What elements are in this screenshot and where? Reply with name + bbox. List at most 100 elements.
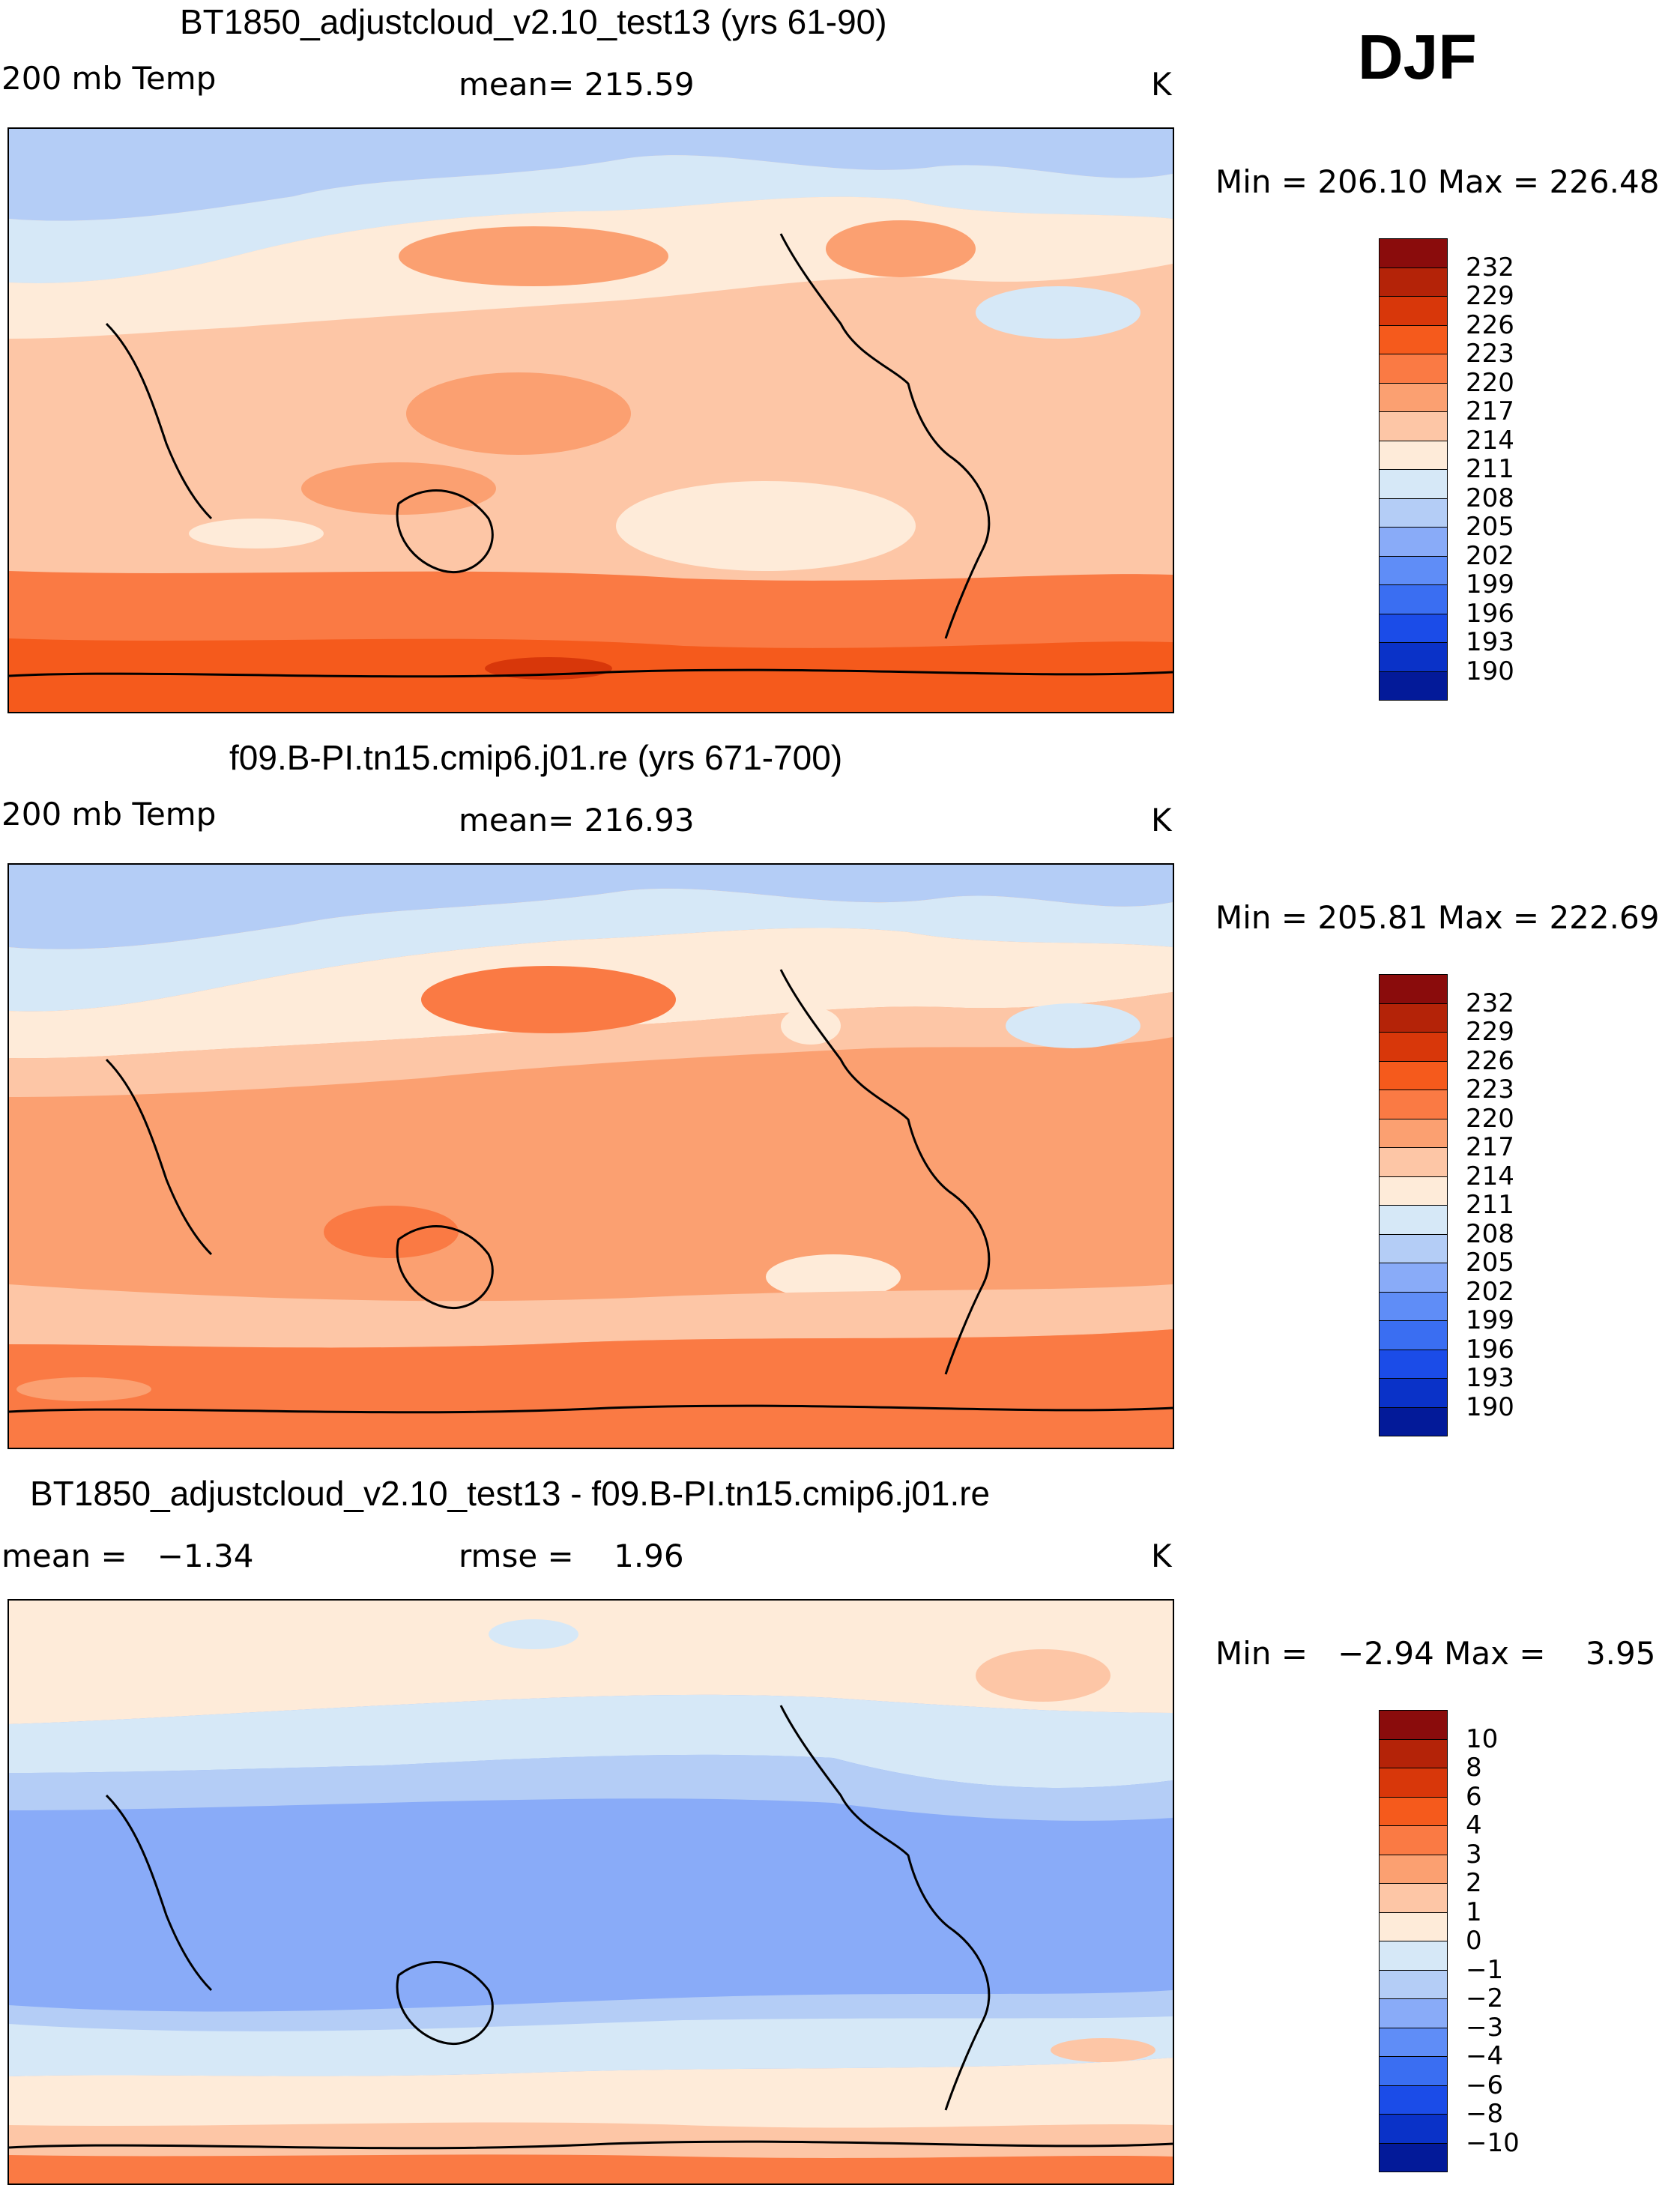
panel-3-tick: −10	[1466, 2128, 1520, 2158]
colorbar-segment	[1379, 1349, 1448, 1379]
colorbar-segment	[1379, 1003, 1448, 1033]
colorbar-segment	[1379, 354, 1448, 384]
colorbar-segment	[1379, 1825, 1448, 1855]
panel-1-tick: 214	[1466, 426, 1514, 456]
colorbar-segment	[1379, 1176, 1448, 1206]
coast-antarctica	[9, 668, 1173, 678]
coastlines	[9, 1705, 1173, 2150]
colorbar-segment	[1379, 1263, 1448, 1293]
coastlines	[9, 969, 1173, 1414]
panel-3-tick: 0	[1466, 1926, 1482, 1956]
panel-3-tick: 3	[1466, 1840, 1482, 1870]
colorbar-segment	[1379, 1710, 1448, 1740]
panel-3-colorbar: 10 8 6 4 3 2 1 0 −1 −2 −3 −4 −6 −8 −10	[1379, 1710, 1520, 2172]
panel-2-tick: 223	[1466, 1075, 1514, 1104]
panel-1-tick: 220	[1466, 368, 1514, 398]
colorbar-segment	[1379, 469, 1448, 499]
field-band-south-sub	[9, 1284, 1173, 1348]
field-band-subarctic	[9, 155, 1173, 283]
panel-1-tick: 217	[1466, 396, 1514, 426]
panel-2-tick: 208	[1466, 1219, 1514, 1249]
field-cool-atlantic	[1006, 1003, 1140, 1048]
panel-1-tick: 229	[1466, 281, 1514, 311]
panel-2-units: K	[1151, 802, 1172, 838]
panel-3-minmax: Min = −2.94 Max = 3.95	[1215, 1635, 1656, 1672]
colorbar-segment	[1379, 1738, 1448, 1768]
panel-1-units: K	[1151, 66, 1172, 103]
field-cool-arctic	[489, 1619, 578, 1649]
panel-2-tick: 196	[1466, 1335, 1514, 1365]
field-jet-pacific	[399, 226, 668, 286]
panel-3-tick: 1	[1466, 1897, 1482, 1927]
panel-1-mean: mean= 215.59	[459, 66, 695, 103]
colorbar-segment	[1379, 411, 1448, 441]
coast-americas	[779, 1705, 991, 2111]
coast-australia	[396, 1961, 494, 2045]
panel-3-tick: −2	[1466, 1983, 1504, 2013]
coast-africa	[105, 1794, 213, 1992]
field-jet-atlantic	[826, 220, 976, 277]
field-cool-gulf	[781, 1007, 841, 1045]
colorbar-segment	[1379, 2027, 1448, 2057]
field-band-subarctic	[9, 888, 1173, 1012]
field-cool-atlantic	[976, 286, 1140, 339]
colorbar-segment	[1379, 1883, 1448, 1913]
colorbar-segment	[1379, 238, 1448, 268]
colorbar-segment	[1379, 296, 1448, 326]
colorbar-segment	[1379, 1796, 1448, 1826]
colorbar-segment	[1379, 1969, 1448, 1999]
colorbar-segment	[1379, 324, 1448, 354]
panel-2-contour-field	[9, 865, 1173, 1448]
coast-americas	[779, 969, 991, 1375]
panel-3-tick: 8	[1466, 1753, 1482, 1783]
panel-3-tick: −4	[1466, 2041, 1504, 2071]
colorbar-segment	[1379, 1320, 1448, 1350]
colorbar-segment	[1379, 1941, 1448, 1971]
panel-3-tick: 2	[1466, 1868, 1482, 1898]
panel-1-tick: 232	[1466, 253, 1514, 282]
panel-1-variable: 200 mb Temp	[1, 60, 217, 97]
panel-3-tick: −8	[1466, 2099, 1504, 2129]
panel-2-title: f09.B-PI.tn15.cmip6.j01.re (yrs 671-700)	[229, 738, 843, 777]
field-cool-south-pacific	[766, 1254, 901, 1299]
colorbar-segment	[1379, 1378, 1448, 1408]
panel-2-tick: 214	[1466, 1161, 1514, 1191]
panel-2-tick: 217	[1466, 1132, 1514, 1162]
panel-3-map	[7, 1599, 1174, 2185]
field-band-north-mid	[9, 1694, 1173, 1788]
colorbar-segment	[1379, 382, 1448, 412]
field-max-antarctic	[9, 2154, 1173, 2184]
panel-1-tick: 205	[1466, 512, 1514, 542]
field-band-arctic	[9, 1601, 1173, 1724]
panel-3-tick: −3	[1466, 2013, 1504, 2043]
panel-3-title: BT1850_adjustcloud_v2.10_test13 - f09.B-…	[30, 1474, 991, 1513]
field-band-south-mid	[9, 1329, 1173, 1448]
field-band-arctic	[9, 129, 1173, 221]
colorbar-segment	[1379, 1205, 1448, 1235]
coast-antarctica	[9, 2140, 1173, 2150]
colorbar-segment	[1379, 1060, 1448, 1090]
colorbar-segment	[1379, 613, 1448, 643]
colorbar-segment	[1379, 1090, 1448, 1119]
panel-1-map	[7, 127, 1174, 713]
colorbar-segment	[1379, 1032, 1448, 1062]
panel-2-tick: 226	[1466, 1046, 1514, 1076]
field-band-north-sub	[9, 992, 1173, 1097]
coast-australia	[396, 1225, 494, 1309]
panel-2-tick: 211	[1466, 1190, 1514, 1220]
colorbar-segment	[1379, 584, 1448, 614]
panel-2-map	[7, 863, 1174, 1449]
panel-1-minmax: Min = 206.10 Max = 226.48	[1215, 163, 1660, 200]
panel-3-tick: −6	[1466, 2070, 1504, 2100]
panel-1-colorbar: 232 229 226 223 220 217 214 211 208 205 …	[1379, 238, 1514, 701]
panel-1-tick: 223	[1466, 339, 1514, 369]
colorbar-segment	[1379, 1998, 1448, 2028]
colorbar-segment	[1379, 1854, 1448, 1884]
panel-1-title: BT1850_adjustcloud_v2.10_test13 (yrs 61-…	[180, 2, 887, 41]
panel-3-tick: 10	[1466, 1724, 1499, 1754]
field-jet-pacific	[421, 966, 676, 1033]
colorbar-segment	[1379, 1233, 1448, 1263]
panel-3-rmse: rmse = 1.96	[459, 1538, 684, 1574]
field-warm-maritime	[406, 372, 631, 455]
panel-3-units: K	[1151, 1538, 1172, 1574]
